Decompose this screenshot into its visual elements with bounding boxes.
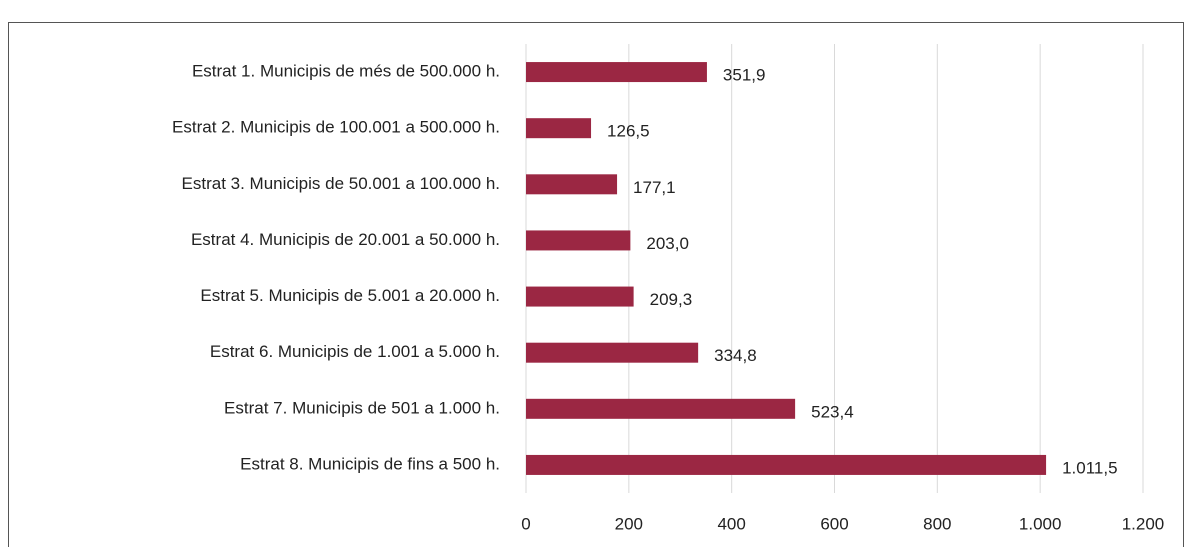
value-label: 203,0 bbox=[646, 234, 689, 253]
x-tick-label: 0 bbox=[521, 514, 530, 533]
x-tick-label: 600 bbox=[820, 514, 848, 533]
y-tick-label: Estrat 7. Municipis de 501 a 1.000 h. bbox=[224, 398, 500, 417]
y-tick-label: Estrat 8. Municipis de fins a 500 h. bbox=[240, 454, 500, 473]
y-tick-label: Estrat 6. Municipis de 1.001 a 5.000 h. bbox=[210, 342, 500, 361]
value-label: 351,9 bbox=[723, 66, 766, 85]
bar bbox=[526, 286, 634, 307]
value-label: 334,8 bbox=[714, 346, 757, 365]
x-tick-label: 200 bbox=[615, 514, 643, 533]
value-label: 523,4 bbox=[811, 402, 854, 421]
bar bbox=[526, 342, 699, 363]
y-tick-label: Estrat 5. Municipis de 5.001 a 20.000 h. bbox=[200, 286, 500, 305]
bar bbox=[526, 454, 1047, 475]
bar bbox=[526, 174, 618, 195]
value-label: 1.011,5 bbox=[1062, 458, 1117, 477]
bar bbox=[526, 230, 631, 251]
bar bbox=[526, 62, 707, 83]
y-tick-label: Estrat 1. Municipis de més de 500.000 h. bbox=[192, 62, 500, 81]
x-tick-label: 800 bbox=[923, 514, 951, 533]
value-label: 126,5 bbox=[607, 122, 650, 141]
x-tick-label: 1.200 bbox=[1122, 514, 1165, 533]
chart-frame bbox=[8, 22, 1184, 547]
value-label: 177,1 bbox=[633, 178, 676, 197]
bar bbox=[526, 398, 796, 419]
bar bbox=[526, 118, 592, 139]
x-tick-label: 400 bbox=[717, 514, 745, 533]
y-tick-label: Estrat 4. Municipis de 20.001 a 50.000 h… bbox=[191, 230, 500, 249]
y-tick-label: Estrat 2. Municipis de 100.001 a 500.000… bbox=[172, 118, 500, 137]
x-tick-label: 1.000 bbox=[1019, 514, 1062, 533]
value-label: 209,3 bbox=[650, 290, 693, 309]
y-tick-label: Estrat 3. Municipis de 50.001 a 100.000 … bbox=[182, 174, 500, 193]
